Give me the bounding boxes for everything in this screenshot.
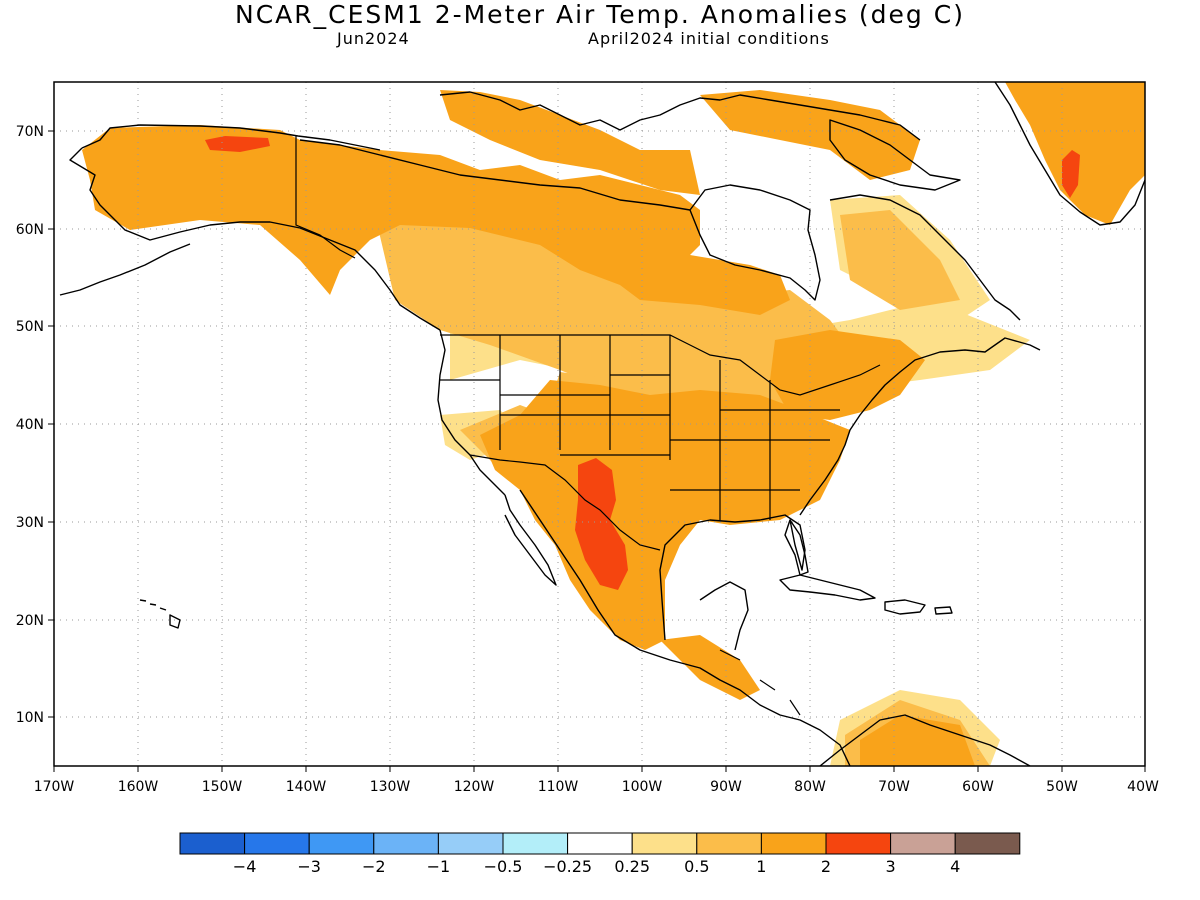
south-america-coast [819,714,1031,766]
lat-label: 60N [16,222,44,238]
colorbar-tick-label: −0.5 [484,857,523,876]
us-mexico-border [469,454,661,551]
florida [784,519,809,576]
colorbar-tick-label: 0.25 [614,857,650,876]
lat-label: 70N [16,124,44,140]
lon-label: 130W [370,779,411,795]
baffin-island [829,119,961,191]
anomaly-1-2-region [82,82,1145,766]
colorbar-swatch [760,832,827,855]
anomaly-2-3-region [205,136,1080,590]
lat-label: 10N [16,710,44,726]
lat-label: 20N [16,613,44,629]
central-america-borders [719,649,801,716]
colorbar-tick-label: −0.25 [543,857,592,876]
colorbar-swatch [631,832,698,855]
colorbar-labels: −4 −3 −2 −1 −0.5 −0.25 0.25 0.5 1 2 3 4 [233,857,960,876]
colorbar-tick-label: −3 [297,857,321,876]
colorbar-swatch [567,832,633,855]
colorbar [179,832,1021,855]
latitude-labels: 70N 60N 50N 40N 30N 20N 10N [16,124,44,726]
alaska-coast [81,124,381,151]
lon-label: 160W [118,779,159,795]
lon-label: 50W [1046,779,1078,795]
colorbar-tick-label: 0.5 [684,857,709,876]
hudson-bay [689,184,821,301]
canada-arctic-coast [299,139,691,211]
hawaii-big-island [169,614,181,629]
colorbar-swatch [696,832,762,855]
anomaly-fields [82,82,1145,766]
lon-label: 40W [1127,779,1159,795]
alaska-canada-border [295,136,356,259]
aleutian-chain [59,243,191,296]
colorbar-tick-label: −4 [233,857,257,876]
lon-label: 140W [286,779,327,795]
us-west-coast [437,329,506,496]
longitude-labels: 170W 160W 150W 140W 130W 120W 110W 100W … [34,779,1159,795]
lat-label: 30N [16,515,44,531]
coastlines [59,82,1145,766]
forecast-month: Jun2024 [337,29,410,48]
political-borders [295,136,881,716]
colorbar-swatch [179,832,246,855]
us-east-coast [799,337,1041,516]
colorbar-tick-label: −2 [362,857,386,876]
cuba [779,574,876,601]
map-title: NCAR_CESM1 2-Meter Air Temp. Anomalies (… [235,0,965,29]
lat-label: 50N [16,319,44,335]
lon-label: 100W [622,779,663,795]
colorbar-tick-label: 4 [950,857,960,876]
lon-label: 120W [454,779,495,795]
arctic-islands [439,91,921,141]
mexico-pacific-coast [519,489,851,766]
puerto-rico [934,606,953,615]
hawaii-chain [139,599,167,611]
colorbar-tick-label: −1 [427,857,451,876]
gulf-coast [659,514,806,641]
lon-label: 70W [878,779,910,795]
us-state-lines [440,335,840,520]
colorbar-tick-label: 1 [756,857,766,876]
initial-conditions: April2024 initial conditions [588,29,830,48]
lon-label: 110W [538,779,579,795]
lon-label: 60W [962,779,994,795]
lon-label: 170W [34,779,75,795]
colorbar-tick-label: 2 [821,857,831,876]
baja-california [504,494,557,586]
greenland-coast [994,82,1145,226]
alaska-west-coast [69,147,441,331]
hispaniola [884,599,926,615]
lon-label: 150W [202,779,243,795]
lon-label: 90W [710,779,742,795]
lon-label: 80W [794,779,826,795]
colorbar-swatch [244,832,310,855]
colorbar-swatch [502,832,569,855]
lat-label: 40N [16,417,44,433]
colorbar-swatch [954,832,1021,855]
colorbar-swatch [308,832,375,855]
colorbar-swatch [373,832,439,855]
colorbar-swatch [890,832,956,855]
colorbar-swatch [437,832,504,855]
us-canada-border [440,334,881,396]
colorbar-tick-label: 3 [886,857,896,876]
axis-ticks [48,130,1146,772]
labrador-coast [829,194,1021,321]
colorbar-swatch [825,832,892,855]
yucatan [699,581,749,651]
graticule [54,82,1145,766]
